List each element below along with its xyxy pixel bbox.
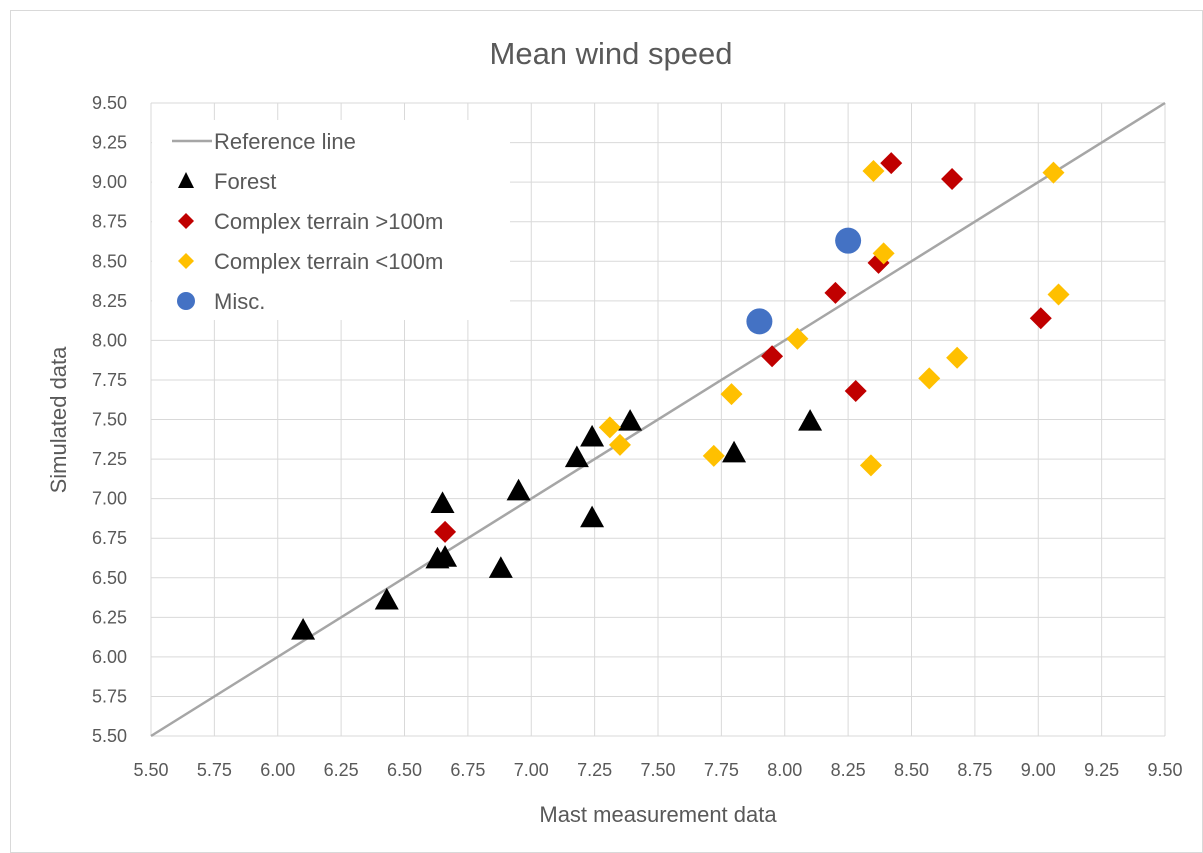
legend-item-forest: Forest	[178, 169, 276, 194]
series-complex-terrain-below-100m	[598, 160, 1070, 477]
x-tick-label: 7.25	[577, 760, 612, 780]
x-tick-label: 8.25	[831, 760, 866, 780]
reference-line-layer	[150, 101, 1166, 738]
forest-point	[564, 445, 589, 468]
legend-label-complex-terrain-above-100m: Complex terrain >100m	[214, 209, 443, 234]
legend-background	[152, 120, 510, 320]
legend: Reference line Forest Complex terrain >1…	[152, 120, 510, 320]
x-tick-label: 6.25	[324, 760, 359, 780]
series-misc	[746, 227, 862, 335]
y-tick-label: 8.00	[92, 330, 127, 350]
y-tick-labels: 5.50 5.75 6.00 6.25 6.50 6.75 7.00 7.25 7.50 7.75…	[92, 93, 127, 746]
y-tick-label: 9.50	[92, 93, 127, 113]
legend-item-reference-line: Reference line	[172, 129, 356, 154]
forest-point	[722, 440, 747, 463]
y-tick-label: 5.50	[92, 726, 127, 746]
complex-terrain-below-100m-point	[1047, 283, 1070, 306]
complex-terrain-below-100m-point	[1042, 161, 1065, 184]
grid-layer	[150, 102, 1166, 737]
x-tick-label: 7.75	[704, 760, 739, 780]
legend-label-complex-terrain-below-100m: Complex terrain <100m	[214, 249, 443, 274]
x-tick-label: 7.50	[640, 760, 675, 780]
legend-item-complex-terrain-above-100m: Complex terrain >100m	[178, 209, 443, 234]
legend-complex-terrain-below-100m-swatch	[178, 253, 194, 269]
x-tick-label: 8.00	[767, 760, 802, 780]
y-tick-label: 8.50	[92, 251, 127, 271]
y-tick-label: 7.75	[92, 370, 127, 390]
legend-item-complex-terrain-below-100m: Complex terrain <100m	[178, 249, 443, 274]
y-tick-label: 6.50	[92, 568, 127, 588]
y-tick-label: 9.00	[92, 172, 127, 192]
complex-terrain-below-100m-point	[598, 416, 621, 439]
x-tick-label: 6.00	[260, 760, 295, 780]
legend-misc-swatch	[177, 292, 195, 310]
y-tick-label: 6.00	[92, 647, 127, 667]
forest-point	[580, 424, 605, 447]
forest-point	[433, 545, 458, 567]
y-tick-label: 7.25	[92, 449, 127, 469]
y-tick-label: 8.75	[92, 212, 127, 232]
x-axis-label: Mast measurement data	[539, 802, 777, 827]
x-tick-label: 5.50	[133, 760, 168, 780]
complex-terrain-above-100m-point	[824, 281, 847, 304]
complex-terrain-above-100m-point	[434, 520, 457, 543]
x-tick-label: 6.75	[450, 760, 485, 780]
y-tick-label: 9.25	[92, 133, 127, 153]
legend-label-misc: Misc.	[214, 289, 265, 314]
chart-title: Mean wind speed	[490, 36, 733, 71]
x-tick-label: 8.50	[894, 760, 929, 780]
forest-point	[506, 478, 531, 501]
forest-point	[374, 587, 399, 610]
series-forest	[291, 409, 823, 640]
complex-terrain-below-100m-point	[872, 242, 895, 265]
x-tick-label: 9.00	[1021, 760, 1056, 780]
legend-label-reference-line: Reference line	[214, 129, 356, 154]
x-tick-label: 9.50	[1147, 760, 1182, 780]
forest-point	[488, 556, 513, 578]
x-tick-label: 5.75	[197, 760, 232, 780]
y-tick-label: 7.50	[92, 410, 127, 430]
y-tick-label: 5.75	[92, 686, 127, 706]
y-tick-label: 6.25	[92, 607, 127, 627]
y-tick-label: 8.25	[92, 291, 127, 311]
forest-point	[291, 617, 316, 640]
misc-point	[835, 227, 862, 254]
series-complex-terrain-above-100m	[434, 152, 1052, 543]
legend-label-forest: Forest	[214, 169, 276, 194]
complex-terrain-below-100m-point	[720, 383, 743, 406]
complex-terrain-below-100m-point	[862, 160, 885, 183]
legend-forest-swatch	[178, 172, 194, 188]
forest-point	[798, 409, 823, 431]
forest-point	[430, 491, 455, 513]
x-tick-labels: 5.50 5.75 6.00 6.25 6.50 6.75 7.00 7.25 7.50 7.75…	[133, 760, 1182, 780]
complex-terrain-above-100m-point	[867, 251, 890, 274]
x-tick-label: 6.50	[387, 760, 422, 780]
y-tick-label: 6.75	[92, 528, 127, 548]
complex-terrain-below-100m-point	[786, 327, 809, 350]
legend-item-misc: Misc.	[177, 289, 265, 314]
complex-terrain-above-100m-point	[1029, 307, 1052, 330]
forest-point	[618, 409, 643, 431]
y-tick-label: 7.00	[92, 489, 127, 509]
y-axis-label: Simulated data	[46, 346, 71, 494]
complex-terrain-below-100m-point	[702, 444, 725, 467]
complex-terrain-below-100m-point	[608, 433, 631, 456]
complex-terrain-below-100m-point	[946, 346, 969, 369]
complex-terrain-above-100m-point	[844, 380, 867, 403]
reference-line	[150, 101, 1166, 738]
x-tick-label: 7.00	[514, 760, 549, 780]
x-tick-label: 8.75	[957, 760, 992, 780]
complex-terrain-below-100m-point	[859, 454, 882, 477]
data-marks-layer	[291, 152, 1070, 640]
misc-point	[746, 308, 773, 335]
complex-terrain-above-100m-point	[761, 345, 784, 368]
x-tick-label: 9.25	[1084, 760, 1119, 780]
complex-terrain-above-100m-point	[880, 152, 903, 175]
forest-point	[580, 505, 605, 528]
legend-complex-terrain-above-100m-swatch	[178, 213, 194, 229]
complex-terrain-below-100m-point	[918, 367, 941, 390]
complex-terrain-above-100m-point	[941, 167, 964, 190]
